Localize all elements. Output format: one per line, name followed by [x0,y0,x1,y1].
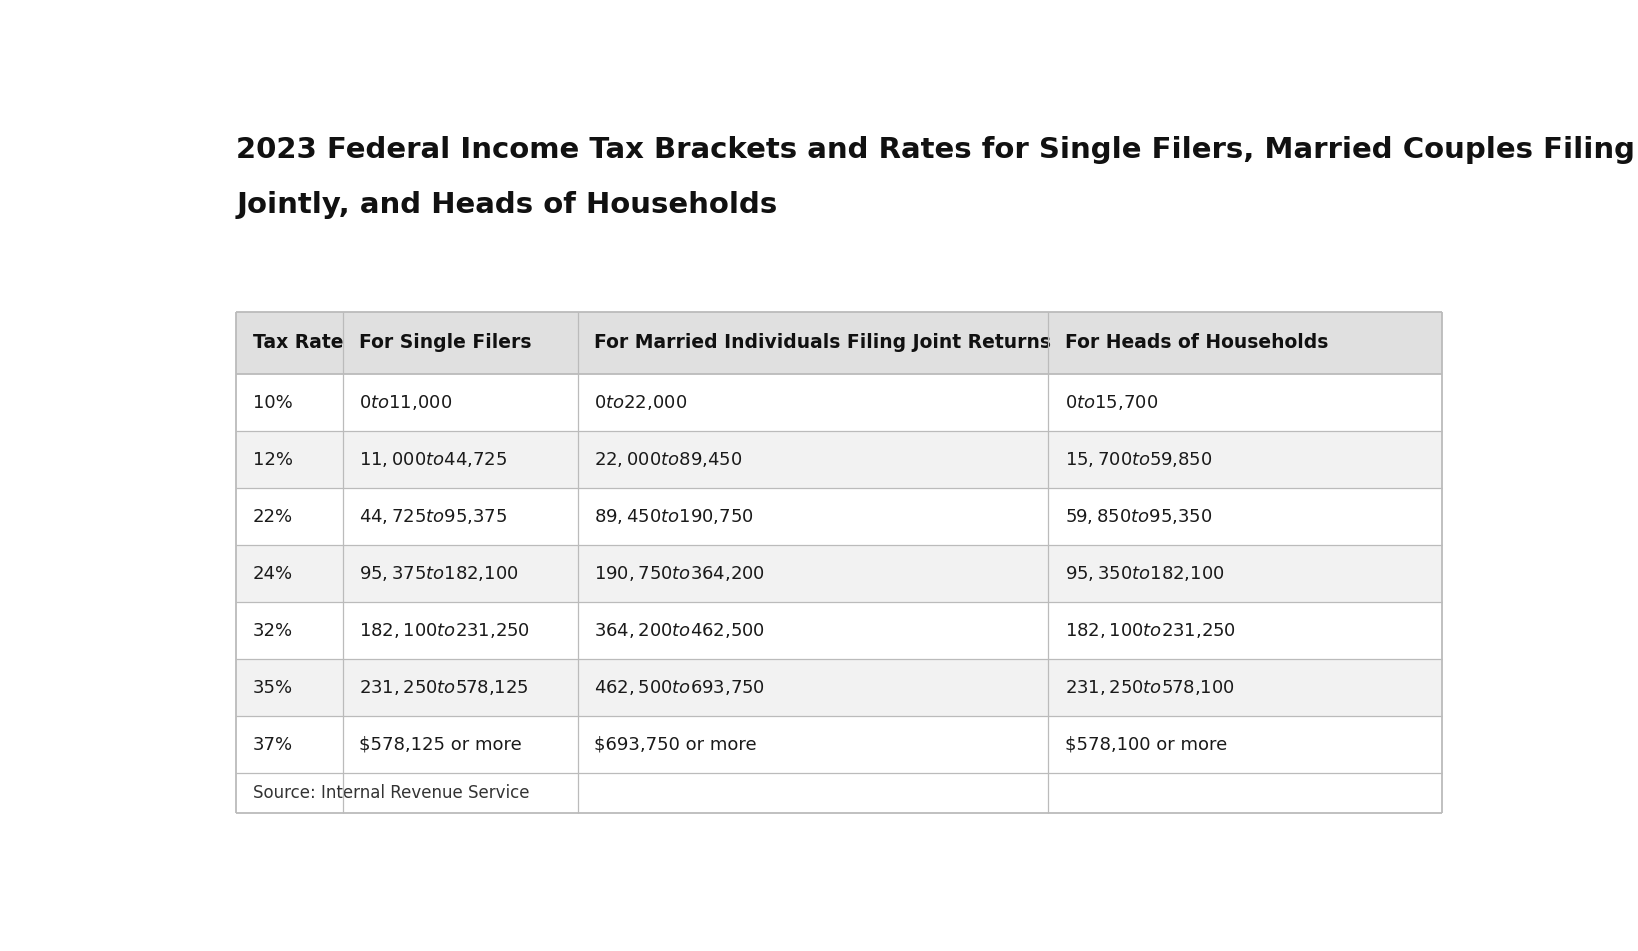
Text: $15,700 to $59,850: $15,700 to $59,850 [1065,450,1212,469]
Text: Jointly, and Heads of Households: Jointly, and Heads of Households [236,191,778,219]
Bar [236,374,1443,431]
Text: $182,100 to $231,250: $182,100 to $231,250 [1065,621,1235,640]
Text: For Single Filers: For Single Filers [359,334,532,353]
Text: 22%: 22% [252,508,293,526]
Bar [236,488,1443,545]
Bar [236,716,1443,773]
Text: $578,100 or more: $578,100 or more [1065,736,1227,753]
Text: $231,250 to $578,100: $231,250 to $578,100 [1065,678,1235,697]
Text: $364,200 to $462,500: $364,200 to $462,500 [595,621,765,640]
Text: Tax Rate: Tax Rate [252,334,344,353]
Bar [236,545,1443,602]
Text: $0 to $15,700: $0 to $15,700 [1065,393,1158,412]
Text: $59,850 to $95,350: $59,850 to $95,350 [1065,507,1212,526]
Text: $190,750 to $364,200: $190,750 to $364,200 [595,564,765,583]
Text: $11,000 to $44,725: $11,000 to $44,725 [359,450,508,469]
Text: $89,450 to $190,750: $89,450 to $190,750 [595,507,753,526]
Bar [236,431,1443,488]
Text: $44,725 to $95,375: $44,725 to $95,375 [359,507,508,526]
Text: $693,750 or more: $693,750 or more [595,736,757,753]
Text: $182,100 to $231,250: $182,100 to $231,250 [359,621,531,640]
Text: $0 to $22,000: $0 to $22,000 [595,393,688,412]
Text: $22,000 to $89,450: $22,000 to $89,450 [595,450,742,469]
Text: 24%: 24% [252,565,293,583]
Text: $462,500 to $693,750: $462,500 to $693,750 [595,678,765,697]
Text: 12%: 12% [252,451,293,469]
Bar [236,773,1443,813]
Text: For Married Individuals Filing Joint Returns: For Married Individuals Filing Joint Ret… [595,334,1052,353]
Bar [236,312,1443,374]
Bar [236,659,1443,716]
Text: 37%: 37% [252,736,293,753]
Text: $95,375 to $182,100: $95,375 to $182,100 [359,564,519,583]
Text: 10%: 10% [252,394,293,412]
Text: $0 to $11,000: $0 to $11,000 [359,393,452,412]
Text: 32%: 32% [252,622,293,640]
Text: $95,350 to $182,100: $95,350 to $182,100 [1065,564,1224,583]
Text: 35%: 35% [252,679,293,697]
Text: $578,125 or more: $578,125 or more [359,736,523,753]
Text: For Heads of Households: For Heads of Households [1065,334,1328,353]
Text: $231,250 to $578,125: $231,250 to $578,125 [359,678,529,697]
Text: 2023 Federal Income Tax Brackets and Rates for Single Filers, Married Couples Fi: 2023 Federal Income Tax Brackets and Rat… [236,136,1635,165]
Text: Source: Internal Revenue Service: Source: Internal Revenue Service [252,785,529,803]
Bar [236,602,1443,659]
